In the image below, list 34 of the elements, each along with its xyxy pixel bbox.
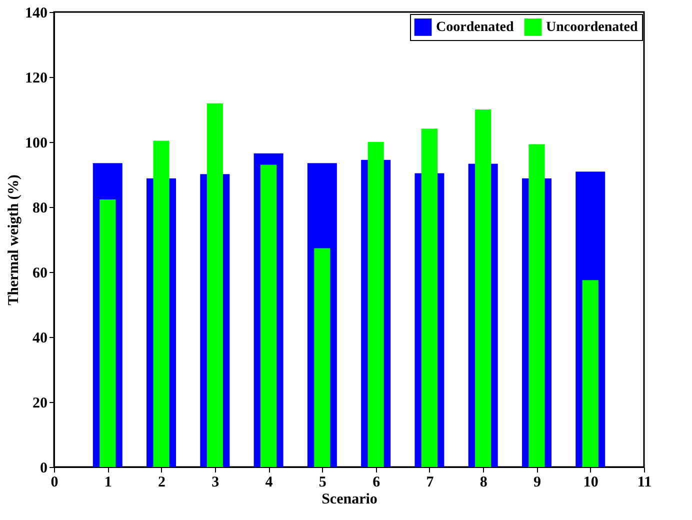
x-tick-label: 3 (212, 474, 220, 490)
legend-label: Coordenated (436, 20, 514, 36)
x-tick-label: 10 (583, 474, 598, 490)
bar (475, 110, 492, 467)
x-tick-label: 5 (318, 474, 326, 490)
x-tick-label: 6 (372, 474, 381, 490)
y-tick-label: 40 (32, 330, 48, 346)
x-tick-label: 0 (50, 474, 58, 490)
bar (421, 128, 438, 467)
y-tick-label: 80 (32, 200, 48, 216)
x-axis-title: Scenario (322, 492, 378, 508)
bar (314, 248, 330, 467)
x-tick-label: 4 (265, 474, 274, 490)
bar (260, 164, 277, 467)
x-tick-label: 9 (533, 474, 541, 490)
bar (206, 103, 223, 467)
legend-label: Uncoordenated (546, 20, 638, 36)
bar (153, 140, 170, 467)
x-tick-label: 2 (158, 474, 166, 490)
x-tick-label: 7 (426, 474, 434, 490)
bar (100, 200, 116, 467)
y-tick-label: 100 (25, 136, 48, 152)
bar (368, 142, 384, 467)
y-tick-label: 60 (32, 266, 48, 282)
x-tick-label: 8 (480, 474, 488, 490)
y-tick-label: 20 (32, 396, 48, 412)
bar (528, 144, 545, 467)
x-tick-label: 1 (104, 474, 112, 490)
bar (582, 280, 598, 467)
y-tick-label: 0 (40, 460, 48, 476)
y-tick-label: 140 (25, 6, 48, 22)
y-axis-title: Thermal weigth (%) (6, 174, 22, 306)
x-tick-label: 11 (637, 474, 652, 490)
y-tick-label: 120 (25, 70, 48, 86)
